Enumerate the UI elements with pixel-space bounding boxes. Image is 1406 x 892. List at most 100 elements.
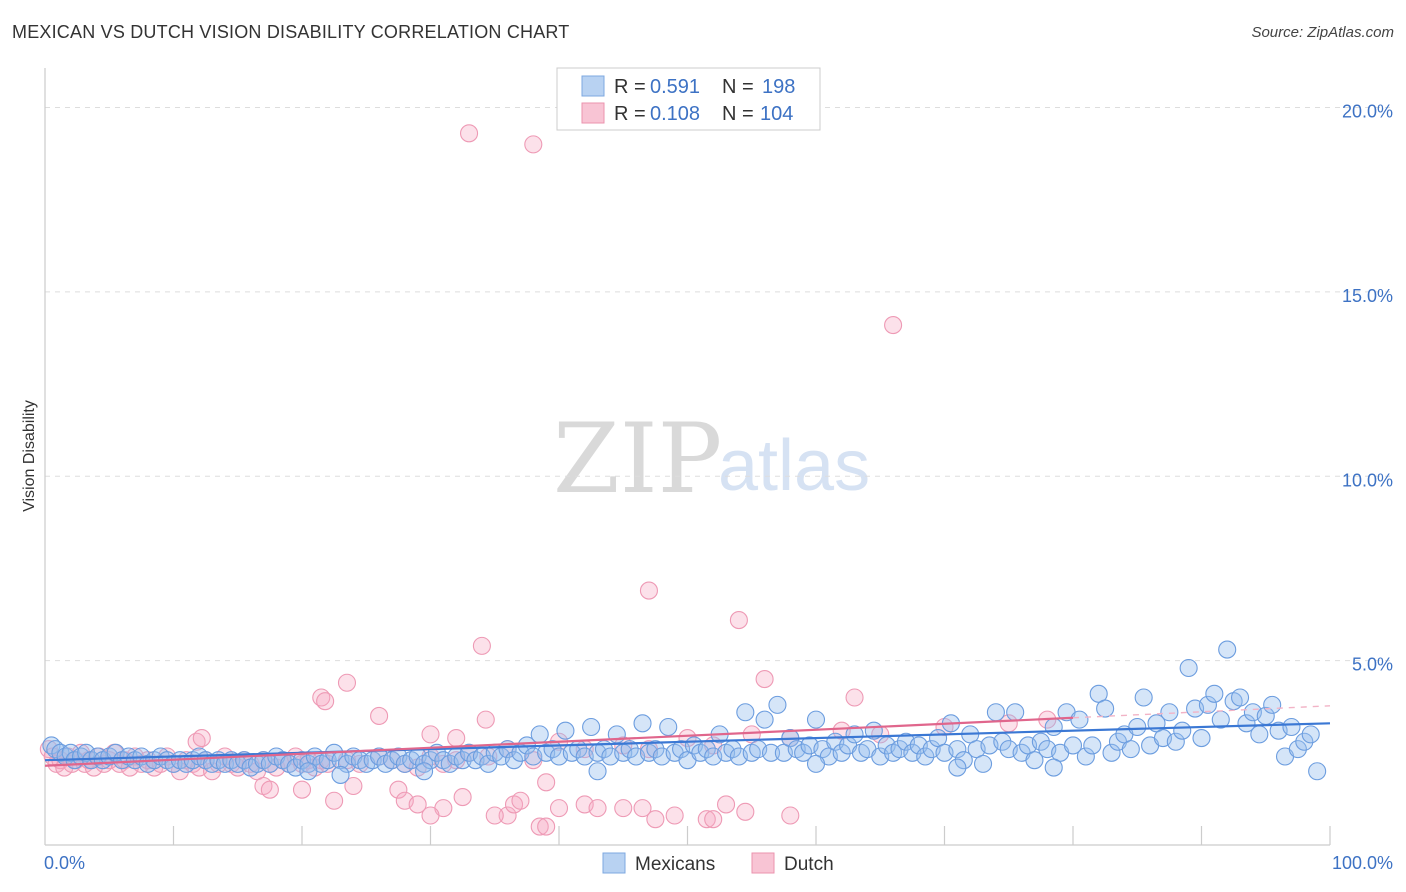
dutch-point: [716, 795, 736, 814]
mexican-point: [768, 695, 787, 714]
mexican-point: [1282, 717, 1301, 737]
y-axis-label: Vision Disability: [21, 400, 38, 512]
mexican-point: [620, 740, 639, 759]
trend-lines: [44, 705, 1331, 767]
dutch-point: [459, 124, 479, 143]
mexican-point: [1288, 740, 1307, 759]
dutch-point: [537, 817, 556, 836]
series-legend: Mexicans Dutch: [602, 852, 834, 875]
gridlines: [45, 107, 1393, 662]
dutch-point: [704, 810, 723, 829]
mexican-point: [1044, 717, 1063, 737]
mexican-point: [1121, 740, 1140, 759]
mexican-point: [948, 740, 967, 759]
mexican-point: [646, 740, 665, 759]
mexican-point: [1128, 717, 1147, 737]
mexican-point: [1102, 743, 1121, 762]
mexican-point: [1006, 703, 1025, 722]
dutch-point: [292, 780, 312, 799]
mexican-point: [1179, 658, 1198, 678]
dutch-point: [537, 773, 556, 792]
dutch-point: [498, 806, 517, 825]
mexican-point: [1173, 721, 1192, 740]
mexican-point: [1166, 732, 1185, 751]
bottom-legend-mexicans: Mexicans: [635, 854, 715, 875]
dutch-point: [260, 780, 279, 799]
dutch-point: [476, 710, 495, 729]
mexican-points: [42, 640, 1327, 784]
dutch-point: [549, 799, 569, 818]
dutch-point: [389, 780, 408, 799]
mexican-point: [1205, 684, 1224, 703]
mexican-point: [1250, 725, 1269, 744]
dutch-point: [736, 802, 755, 821]
dutch-point: [370, 706, 389, 725]
dutch-point: [325, 791, 344, 810]
dutch-point: [588, 799, 607, 818]
legend-n-mexicans: 198: [762, 76, 795, 98]
mexican-point: [948, 758, 967, 777]
legend-r-dutch: 0.108: [650, 103, 700, 125]
mexican-point: [415, 762, 434, 781]
mexican-point: [1083, 736, 1102, 755]
mexican-point: [1301, 725, 1320, 744]
mexican-point: [453, 751, 472, 770]
mexican-point: [916, 747, 935, 766]
mexican-point: [1192, 729, 1211, 748]
dutch-point: [447, 729, 466, 748]
chart-title: MEXICAN VS DUTCH VISION DISABILITY CORRE…: [12, 22, 570, 42]
mexican-point: [504, 751, 524, 770]
mexican-point: [806, 710, 826, 729]
legend-swatch-dutch: [581, 102, 605, 124]
mexican-point: [755, 710, 774, 729]
mexican-point: [832, 743, 851, 762]
dutch-point: [337, 673, 357, 692]
dutch-point: [453, 788, 472, 807]
dutch-point: [485, 806, 504, 825]
mexican-point: [1308, 762, 1327, 781]
dutch-point: [524, 135, 543, 154]
mexican-point: [973, 754, 993, 773]
mexican-point: [1096, 699, 1115, 718]
dutch-point: [884, 316, 903, 335]
legend-n-dutch: 104: [760, 103, 793, 125]
dutch-point: [665, 806, 684, 825]
source-attribution: Source: ZipAtlas.com: [1251, 24, 1394, 41]
mexican-point: [299, 762, 318, 781]
mexican-point: [1031, 732, 1050, 751]
mexican-point: [582, 717, 601, 737]
mexican-point: [845, 725, 864, 744]
mexican-trend-line: [44, 722, 1331, 762]
watermark-atlas: atlas: [718, 426, 870, 506]
legend-n-label-mexicans: N =: [722, 76, 754, 98]
mexican-point: [659, 717, 678, 737]
dutch-point: [633, 799, 652, 818]
legend-n-label-dutch: N =: [722, 103, 754, 125]
watermark-zip: ZIP: [553, 403, 722, 515]
mexican-point: [331, 765, 350, 784]
axes: [44, 68, 1331, 846]
legend-r-label-dutch: R =: [614, 103, 646, 125]
mexican-point: [1076, 747, 1095, 766]
mexican-point: [588, 762, 607, 781]
mexican-point: [806, 754, 826, 773]
dutch-point: [781, 806, 800, 825]
mexican-point: [633, 714, 652, 733]
dutch-point: [408, 795, 427, 814]
mexican-point: [1160, 703, 1179, 722]
stats-legend: R = 0.591 N = 198 R = 0.108 N = 104: [556, 67, 821, 131]
mexican-point: [736, 703, 755, 722]
mexican-point: [1295, 732, 1314, 751]
mexican-point: [530, 725, 549, 744]
dutch-points: [39, 124, 1057, 836]
dutch-point: [344, 776, 363, 796]
bottom-legend-swatch-mexicans: [602, 852, 626, 874]
mexican-point: [761, 743, 781, 762]
y-tick-label-1: 10.0%: [1342, 470, 1393, 490]
dutch-point: [192, 729, 211, 748]
dutch-point: [639, 581, 659, 600]
legend-r-label-mexicans: R =: [614, 76, 646, 98]
dutch-trend-line: [44, 716, 1074, 767]
y-tick-label-2: 15.0%: [1342, 286, 1393, 306]
